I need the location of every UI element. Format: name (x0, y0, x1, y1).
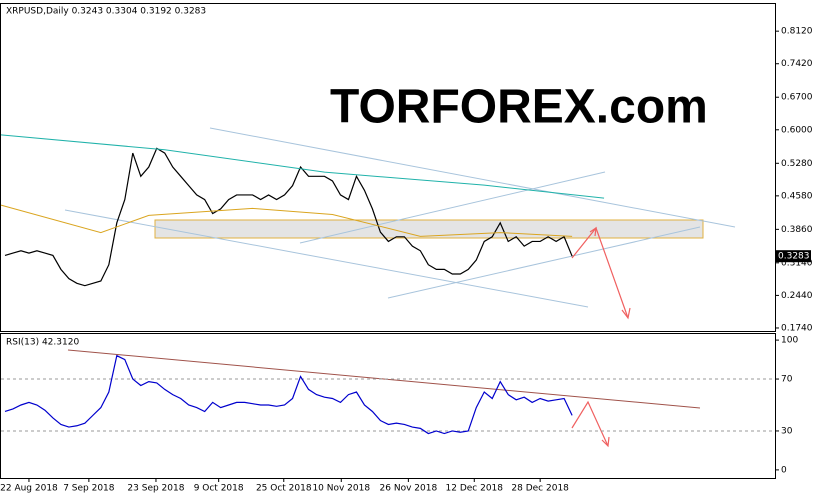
trend-lines (64, 127, 736, 308)
series-line (4, 354, 573, 435)
rsi-trend (67, 349, 701, 409)
x-tick-label: 25 Oct 2018 (256, 484, 312, 494)
chart-title: XRPUSD,Daily 0.3243 0.3304 0.3192 0.3283 (6, 7, 206, 17)
x-tick-label: 23 Sep 2018 (127, 484, 184, 494)
rsi-title: RSI(13) 42.3120 (6, 338, 79, 348)
rsi-pane (0, 333, 776, 479)
y-tick-label: 70 (781, 375, 793, 385)
y-tick-label: 30 (781, 426, 793, 436)
y-tick-label: 0.8120 (781, 27, 813, 37)
x-tick-label: 10 Nov 2018 (312, 484, 370, 494)
watermark: TORFOREX.com (330, 81, 708, 134)
y-tick-label: 100 (781, 336, 798, 346)
y-tick-label: 0.6000 (781, 125, 813, 135)
series-line (0, 134, 605, 199)
last-price-box (775, 250, 811, 263)
y-tick-label: 0.7420 (781, 59, 813, 69)
series-line (0, 204, 573, 237)
x-tick-label: 7 Sep 2018 (63, 484, 115, 494)
y-tick-label: 0.1740 (781, 323, 813, 333)
x-tick-label: 12 Dec 2018 (446, 484, 504, 494)
x-tick-label: 9 Oct 2018 (194, 484, 244, 494)
y-tick-label: 0.5280 (781, 159, 813, 169)
x-tick-label: 22 Aug 2018 (0, 484, 58, 494)
last-price-label: 0.3283 (778, 252, 810, 262)
y-tick-label: 0 (781, 465, 787, 475)
y-tick-label: 0.4580 (781, 191, 813, 201)
y-tick-label: 0.3140 (781, 258, 813, 268)
zone (154, 219, 704, 239)
y-tick-label: 0.6700 (781, 93, 813, 103)
y-tick-label: 0.2440 (781, 291, 813, 301)
x-tick-label: 28 Dec 2018 (511, 484, 569, 494)
series-line (4, 147, 573, 287)
x-tick-label: 26 Nov 2018 (380, 484, 438, 494)
y-tick-label: 0.3860 (781, 225, 813, 235)
price-pane (0, 3, 776, 332)
